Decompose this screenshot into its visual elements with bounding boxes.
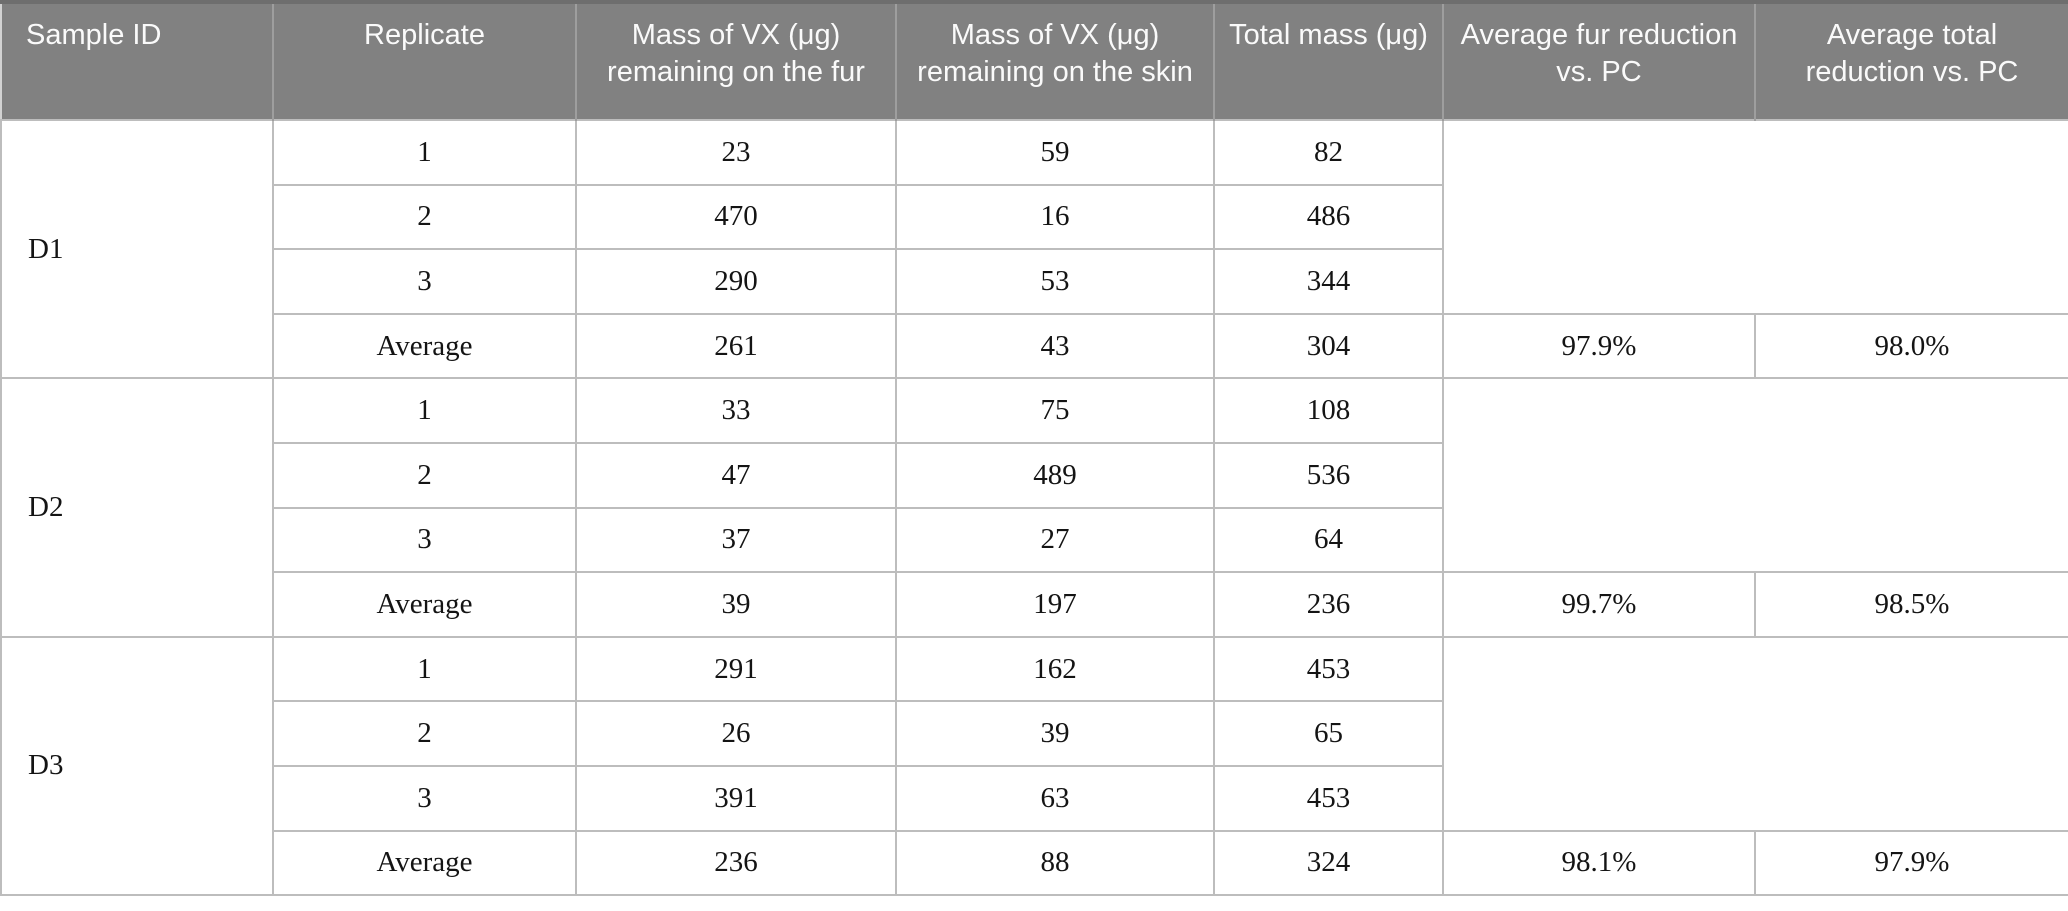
skin-mass-cell: 59 [895, 119, 1215, 186]
replicate-cell: 1 [272, 119, 577, 186]
header-cell-avg-fur-reduction: Average fur reduction vs. PC [1442, 0, 1755, 120]
avg-total-reduction-cell: 98.5% [1754, 571, 2068, 638]
total-mass-cell: 536 [1213, 441, 1444, 509]
replicate-row: 2 26 39 65 [1, 700, 2068, 767]
replicate-cell: 2 [272, 700, 577, 767]
skin-mass-cell: 53 [895, 248, 1215, 315]
avg-fur-reduction-cell: 99.7% [1442, 571, 1756, 638]
skin-mass-cell: 162 [895, 635, 1215, 703]
fur-mass-cell: 291 [575, 635, 897, 703]
replicate-cell: 3 [272, 506, 577, 574]
header-cell-replicate: Replicate [272, 0, 576, 120]
replicate-row: D2 1 33 75 108 [0, 377, 2068, 638]
avg-skin-mass-cell: 88 [895, 829, 1215, 897]
average-row: Average 261 43 304 97.9% 98.0% [1, 312, 2068, 380]
avg-fur-mass-cell: 39 [575, 571, 897, 638]
skin-mass-cell: 75 [895, 377, 1215, 444]
avg-skin-mass-cell: 43 [895, 312, 1215, 380]
skin-mass-cell: 39 [895, 700, 1215, 767]
fur-mass-cell: 23 [575, 119, 897, 186]
fur-mass-cell: 26 [575, 700, 897, 767]
empty-reduction-cell [1442, 377, 2068, 574]
header-cell-mass-fur: Mass of VX (μg) remaining on the fur [575, 0, 896, 120]
replicate-cell: 3 [272, 248, 577, 315]
total-mass-cell: 453 [1213, 764, 1444, 832]
avg-total-mass-cell: 324 [1213, 829, 1444, 897]
fur-mass-cell: 290 [575, 248, 897, 315]
avg-skin-mass-cell: 197 [895, 571, 1215, 638]
header-cell-sample-id: Sample ID [1, 0, 273, 120]
total-mass-cell: 108 [1213, 377, 1444, 444]
avg-total-reduction-cell: 97.9% [1754, 829, 2068, 897]
skin-mass-cell: 16 [895, 183, 1215, 251]
replicate-row: 3 290 53 344 [1, 248, 2068, 315]
empty-reduction-cell [1442, 635, 2068, 832]
header-row: Sample ID Replicate Mass of VX (μg) rema… [1, 0, 2068, 120]
fur-mass-cell: 470 [575, 183, 897, 251]
skin-mass-cell: 27 [895, 506, 1215, 574]
total-mass-cell: 486 [1213, 183, 1444, 251]
sample-id-cell: D3 [0, 635, 274, 897]
replicate-cell: 1 [272, 635, 577, 703]
total-mass-cell: 65 [1213, 700, 1444, 767]
avg-fur-reduction-cell: 97.9% [1442, 312, 1756, 380]
header-cell-avg-total-reduction: Average total reduction vs. PC [1754, 0, 2068, 120]
replicate-cell: 2 [272, 441, 577, 509]
skin-mass-cell: 489 [895, 441, 1215, 509]
table-header: Sample ID Replicate Mass of VX (μg) rema… [1, 0, 2068, 120]
avg-fur-mass-cell: 236 [575, 829, 897, 897]
sample-id-cell: D2 [0, 377, 274, 638]
replicate-row: D3 1 291 162 453 [0, 635, 2068, 897]
replicate-row: 3 37 27 64 [1, 506, 2068, 574]
replicate-row: D1 1 23 59 82 [0, 118, 2068, 380]
replicate-row: 3 391 63 453 [1, 764, 2068, 832]
total-mass-cell: 64 [1213, 506, 1444, 574]
average-row: Average 236 88 324 98.1% 97.9% [1, 829, 2068, 897]
avg-total-reduction-cell: 98.0% [1754, 312, 2068, 380]
total-mass-cell: 82 [1213, 119, 1444, 186]
header-cell-mass-skin: Mass of VX (μg) remaining on the skin [895, 0, 1214, 120]
replicate-row: 2 470 16 486 [1, 183, 2068, 251]
avg-total-mass-cell: 236 [1213, 571, 1444, 638]
sample-id-cell: D1 [0, 118, 274, 380]
fur-mass-cell: 37 [575, 506, 897, 574]
total-mass-cell: 453 [1213, 635, 1444, 703]
avg-total-mass-cell: 304 [1213, 312, 1444, 380]
replicate-row: 2 47 489 536 [1, 441, 2068, 509]
table-body: D1 1 23 59 82 2 470 16 486 3 290 53 344 Average 261 43 3… [0, 118, 2068, 897]
average-label-cell: Average [272, 829, 577, 897]
replicate-cell: 2 [272, 183, 577, 251]
average-label-cell: Average [272, 571, 577, 638]
average-label-cell: Average [272, 312, 577, 380]
fur-mass-cell: 33 [575, 377, 897, 444]
avg-fur-mass-cell: 261 [575, 312, 897, 380]
fur-mass-cell: 47 [575, 441, 897, 509]
replicate-cell: 1 [272, 377, 577, 444]
empty-reduction-cell [1442, 119, 2068, 315]
skin-mass-cell: 63 [895, 764, 1215, 832]
header-cell-total-mass: Total mass (μg) [1213, 0, 1443, 120]
average-row: Average 39 197 236 99.7% 98.5% [1, 571, 2068, 638]
fur-mass-cell: 391 [575, 764, 897, 832]
total-mass-cell: 344 [1213, 248, 1444, 315]
avg-fur-reduction-cell: 98.1% [1442, 829, 1756, 897]
replicate-cell: 3 [272, 764, 577, 832]
